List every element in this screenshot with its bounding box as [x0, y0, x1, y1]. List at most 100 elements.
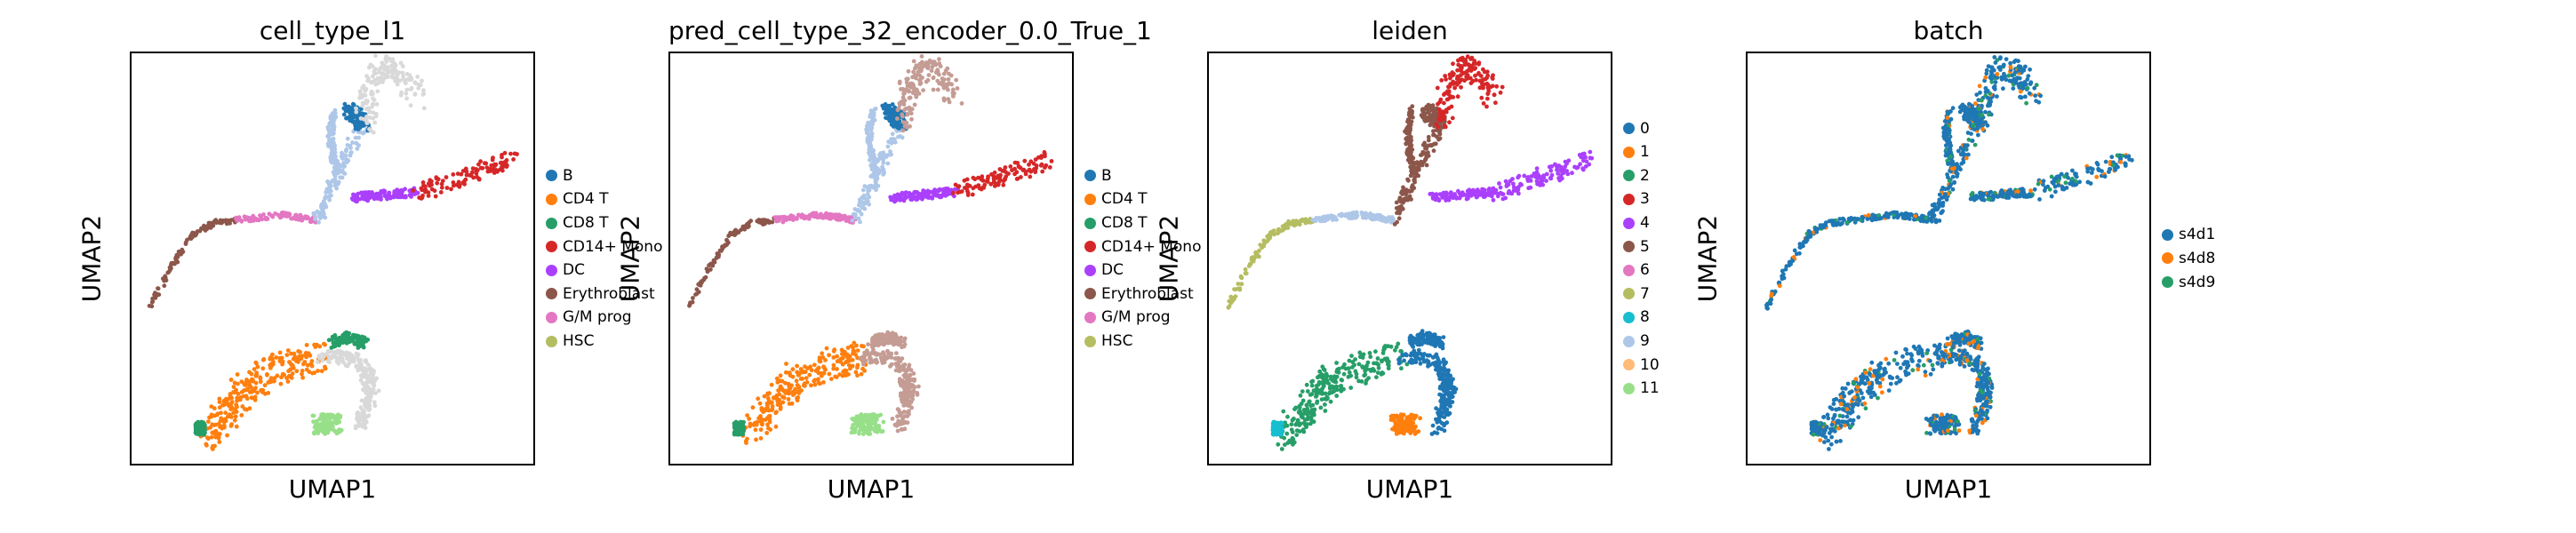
cell-point — [773, 424, 779, 429]
cell-point — [1236, 282, 1241, 286]
cell-point — [823, 215, 828, 220]
cell-point — [400, 64, 405, 68]
cell-point — [1407, 113, 1412, 118]
cell-point — [385, 68, 390, 74]
cell-point — [234, 410, 239, 414]
cell-point — [859, 371, 864, 377]
cell-point — [889, 355, 894, 360]
cell-point — [318, 424, 324, 428]
cell-point — [879, 338, 884, 344]
cell-point — [752, 422, 756, 427]
cell-point — [1437, 192, 1443, 197]
cell-point — [1387, 359, 1391, 364]
cell-point — [350, 140, 355, 145]
cell-point — [876, 171, 881, 176]
cell-point — [279, 355, 284, 361]
cluster-hscArm — [234, 210, 318, 225]
cell-point — [439, 185, 444, 190]
cell-point — [1467, 187, 1472, 193]
cell-point — [1416, 351, 1421, 356]
cell-point — [470, 166, 476, 171]
cell-point — [696, 290, 701, 295]
cell-point — [368, 128, 373, 133]
cell-point — [358, 378, 364, 383]
cell-point — [319, 369, 324, 374]
cell-point — [1349, 354, 1354, 358]
cell-point — [1398, 348, 1404, 354]
cell-point — [831, 366, 836, 371]
cell-point — [350, 101, 356, 107]
cell-point — [906, 68, 911, 74]
cluster-rightTop — [326, 330, 371, 350]
cell-point — [1460, 64, 1464, 68]
cell-point — [166, 269, 172, 274]
cell-point — [827, 371, 832, 377]
cell-point — [365, 394, 371, 399]
cell-point — [946, 87, 950, 92]
cell-point — [1465, 54, 1470, 60]
cell-point — [857, 197, 862, 203]
cell-point — [334, 161, 340, 166]
cell-point — [696, 282, 701, 287]
cell-point — [1380, 359, 1384, 364]
cell-point — [881, 157, 886, 162]
cell-point — [959, 101, 964, 106]
cell-point — [1340, 211, 1344, 217]
cell-point — [345, 136, 350, 141]
cell-point — [1320, 386, 1324, 391]
cell-point — [1468, 81, 1474, 85]
cell-point — [941, 187, 946, 192]
cell-point — [714, 256, 719, 260]
cell-point — [908, 95, 913, 100]
cell-point — [873, 334, 877, 338]
cell-point — [324, 422, 329, 426]
cell-point — [348, 143, 353, 148]
cell-point — [239, 379, 244, 385]
cell-point — [890, 131, 895, 137]
cell-point — [1353, 215, 1358, 220]
cell-point — [249, 386, 254, 390]
cell-point — [1556, 171, 1561, 176]
cell-point — [300, 354, 305, 359]
cell-point — [1367, 351, 1372, 355]
cell-point — [902, 426, 908, 432]
cell-point — [1469, 55, 1475, 60]
cell-point — [1420, 142, 1426, 147]
cell-point — [1032, 167, 1037, 172]
cell-point — [279, 375, 284, 380]
cell-point — [1459, 84, 1463, 90]
cell-point — [1421, 359, 1427, 364]
cell-point — [787, 391, 791, 396]
cell-point — [1404, 195, 1410, 201]
cell-point — [828, 377, 834, 381]
cell-point — [1368, 354, 1373, 360]
cell-point — [903, 190, 908, 195]
cell-point — [1388, 219, 1394, 225]
cell-point — [772, 395, 776, 401]
cell-point — [1412, 179, 1417, 185]
cell-point — [904, 120, 909, 125]
cell-point — [363, 358, 368, 363]
cell-point — [373, 114, 379, 119]
cell-point — [1430, 195, 1436, 200]
cell-point — [167, 265, 172, 270]
cell-point — [1430, 103, 1436, 108]
cell-point — [758, 220, 764, 226]
cell-point — [1357, 350, 1363, 355]
cell-point — [297, 355, 301, 361]
cell-point — [1396, 361, 1402, 366]
cell-point — [235, 372, 240, 377]
cell-point — [451, 172, 456, 177]
cell-point — [258, 379, 263, 385]
cell-point — [372, 120, 378, 125]
cell-point — [1416, 356, 1421, 361]
cell-point — [300, 375, 305, 380]
cell-point — [876, 424, 882, 428]
cell-point — [921, 88, 925, 92]
cell-point — [201, 227, 206, 231]
cell-point — [252, 397, 258, 402]
cell-point — [1329, 384, 1334, 389]
cell-point — [1022, 158, 1028, 163]
cell-point — [1349, 216, 1355, 221]
cell-point — [1316, 374, 1321, 379]
